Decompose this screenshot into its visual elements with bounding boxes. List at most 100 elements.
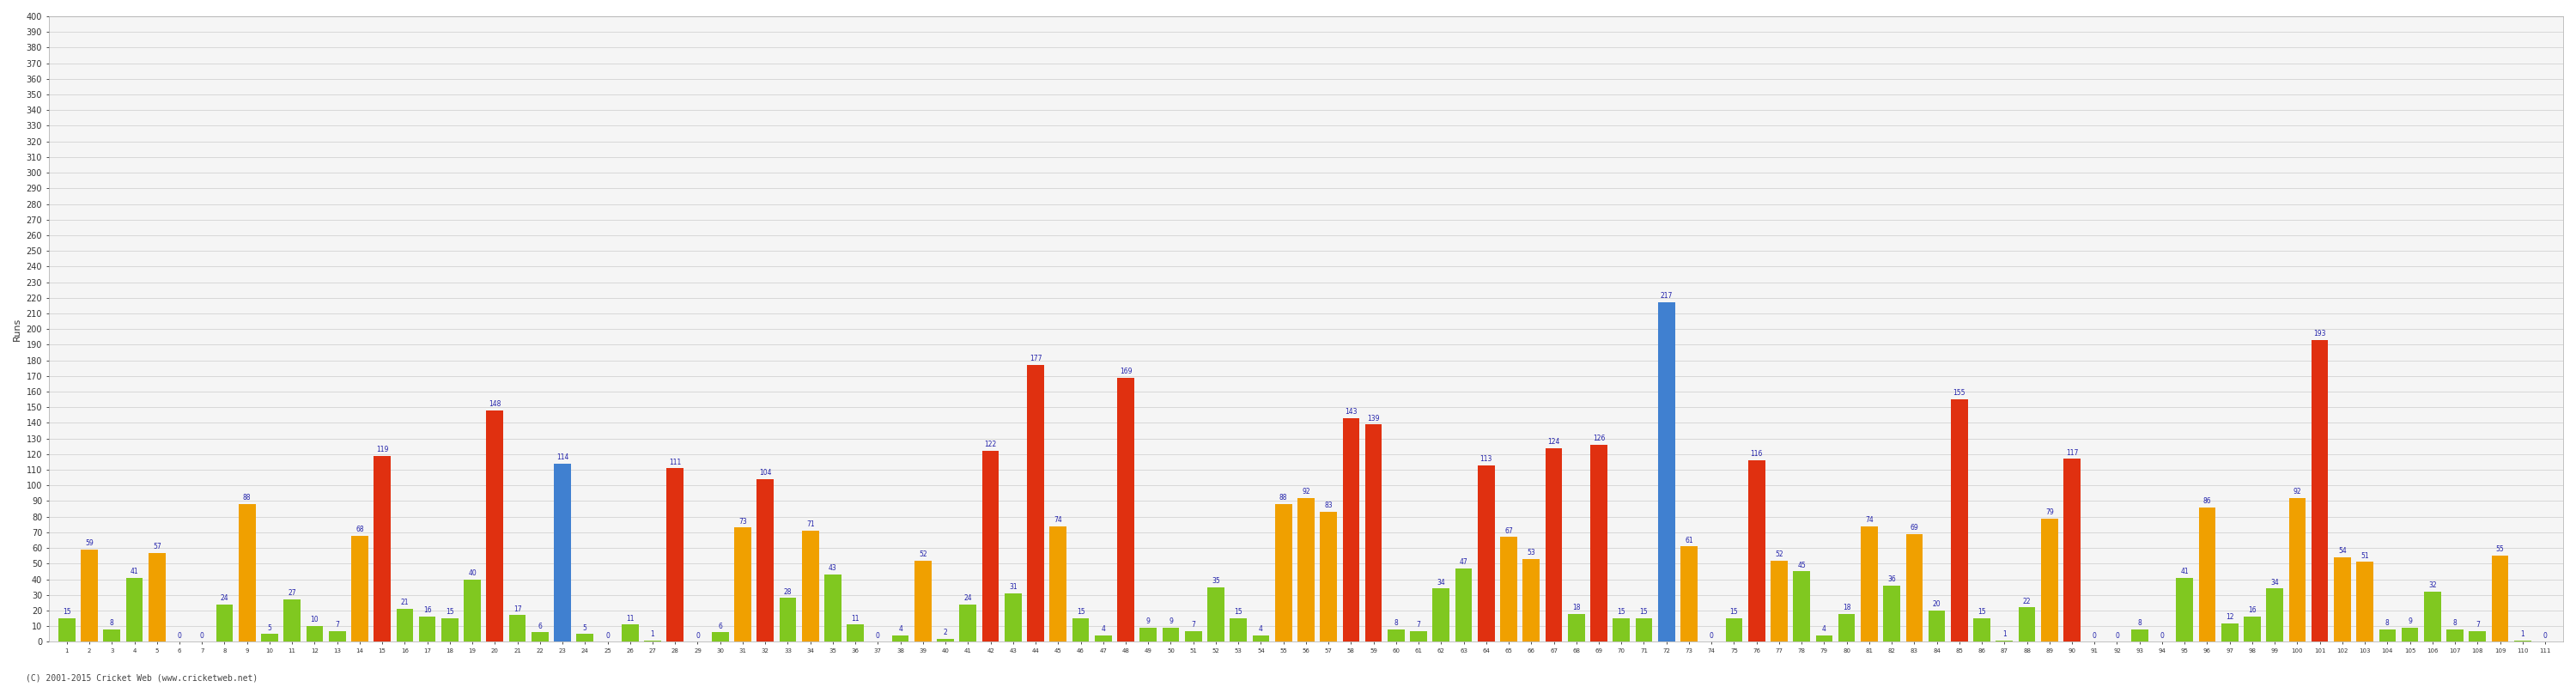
Text: 0: 0 xyxy=(1710,632,1713,640)
Bar xyxy=(981,451,999,642)
Bar xyxy=(1388,629,1404,642)
Text: 34: 34 xyxy=(1437,578,1445,586)
Text: 15: 15 xyxy=(1641,608,1649,616)
Text: 20: 20 xyxy=(1932,600,1940,608)
Bar xyxy=(2334,557,2352,642)
Bar xyxy=(1860,526,1878,642)
Text: 74: 74 xyxy=(1865,516,1873,523)
Text: 18: 18 xyxy=(1571,604,1582,611)
Text: 8: 8 xyxy=(2138,619,2141,627)
Bar xyxy=(1319,512,1337,642)
Text: 28: 28 xyxy=(783,588,791,596)
Bar xyxy=(1229,618,1247,642)
Bar xyxy=(1996,640,2012,642)
Text: 88: 88 xyxy=(242,494,250,502)
Text: 40: 40 xyxy=(469,569,477,577)
Bar xyxy=(554,464,572,642)
Bar xyxy=(1839,613,1855,642)
Bar xyxy=(1275,504,1293,642)
Bar xyxy=(1522,559,1540,642)
Text: 6: 6 xyxy=(538,622,541,630)
Bar xyxy=(330,631,345,642)
Text: 54: 54 xyxy=(2339,548,2347,555)
Text: 7: 7 xyxy=(1417,621,1422,629)
Bar xyxy=(1455,568,1471,642)
Text: 10: 10 xyxy=(312,616,319,624)
Bar xyxy=(2040,518,2058,642)
Bar xyxy=(260,634,278,642)
Bar xyxy=(711,633,729,642)
Y-axis label: Runs: Runs xyxy=(13,317,21,341)
Bar xyxy=(2244,617,2262,642)
Text: 92: 92 xyxy=(2293,488,2300,495)
Text: 31: 31 xyxy=(1010,583,1018,591)
Text: 6: 6 xyxy=(719,622,721,630)
Text: 15: 15 xyxy=(62,608,72,616)
Text: 67: 67 xyxy=(1504,527,1512,534)
Text: 15: 15 xyxy=(1731,608,1739,616)
Text: 4: 4 xyxy=(899,625,902,633)
Text: (C) 2001-2015 Cricket Web (www.cricketweb.net): (C) 2001-2015 Cricket Web (www.cricketwe… xyxy=(26,673,258,682)
Text: 7: 7 xyxy=(2476,621,2481,629)
Bar xyxy=(2063,459,2081,642)
Text: 119: 119 xyxy=(376,446,389,453)
Text: 79: 79 xyxy=(2045,508,2053,516)
Text: 15: 15 xyxy=(446,608,453,616)
Text: 73: 73 xyxy=(739,517,747,526)
Bar xyxy=(1095,635,1113,642)
Bar xyxy=(1432,589,1450,642)
Text: 52: 52 xyxy=(920,550,927,558)
Text: 16: 16 xyxy=(2249,607,2257,614)
Text: 9: 9 xyxy=(2409,618,2411,625)
Text: 114: 114 xyxy=(556,453,569,461)
Bar xyxy=(1973,618,1991,642)
Text: 5: 5 xyxy=(268,624,270,631)
Text: 34: 34 xyxy=(2269,578,2280,586)
Bar xyxy=(1929,611,1945,642)
Bar xyxy=(487,410,502,642)
Bar xyxy=(2447,629,2463,642)
Bar xyxy=(621,624,639,642)
Text: 117: 117 xyxy=(2066,449,2079,456)
Text: 7: 7 xyxy=(1190,621,1195,629)
Text: 4: 4 xyxy=(1821,625,1826,633)
Text: 43: 43 xyxy=(829,565,837,572)
Bar xyxy=(1409,631,1427,642)
Text: 86: 86 xyxy=(2202,497,2210,505)
Bar xyxy=(1613,618,1631,642)
Bar xyxy=(350,535,368,642)
Bar xyxy=(2468,631,2486,642)
Text: 5: 5 xyxy=(582,624,587,631)
Bar xyxy=(103,629,121,642)
Bar xyxy=(2177,578,2192,642)
Text: 11: 11 xyxy=(850,614,860,622)
Text: 45: 45 xyxy=(1798,561,1806,569)
Bar xyxy=(801,531,819,642)
Text: 1: 1 xyxy=(2002,630,2007,638)
Bar xyxy=(1162,628,1180,642)
Bar xyxy=(126,578,142,642)
Text: 122: 122 xyxy=(984,441,997,449)
Bar xyxy=(2357,562,2372,642)
Bar xyxy=(2020,607,2035,642)
Text: 27: 27 xyxy=(289,589,296,597)
Bar xyxy=(420,617,435,642)
Bar xyxy=(1680,546,1698,642)
Bar xyxy=(440,618,459,642)
Bar xyxy=(464,579,482,642)
Text: 0: 0 xyxy=(876,632,881,640)
Text: 139: 139 xyxy=(1368,414,1381,422)
Bar xyxy=(1479,465,1494,642)
Bar xyxy=(824,574,842,642)
Bar xyxy=(2380,629,2396,642)
Bar xyxy=(667,469,683,642)
Text: 8: 8 xyxy=(2385,619,2391,627)
Text: 88: 88 xyxy=(1280,494,1288,502)
Text: 0: 0 xyxy=(696,632,701,640)
Text: 0: 0 xyxy=(2161,632,2164,640)
Text: 47: 47 xyxy=(1461,559,1468,566)
Text: 1: 1 xyxy=(2519,630,2524,638)
Bar xyxy=(958,605,976,642)
Text: 36: 36 xyxy=(1888,576,1896,583)
Text: 12: 12 xyxy=(2226,613,2233,620)
